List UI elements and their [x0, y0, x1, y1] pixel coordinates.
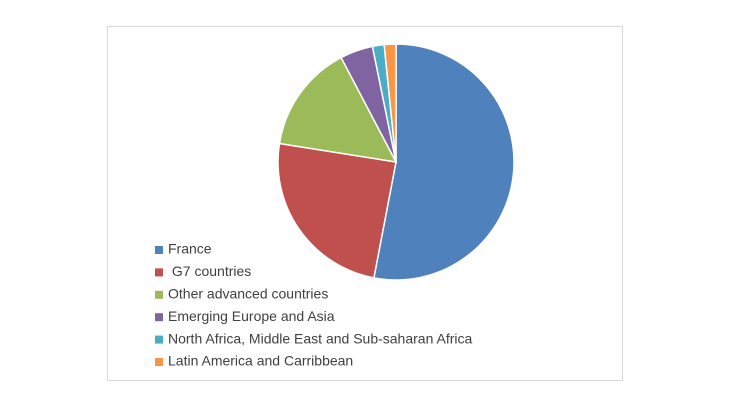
legend-swatch	[155, 358, 163, 366]
legend-label: Latin America and Carribbean	[168, 353, 353, 369]
legend-label: Other advanced countries	[168, 286, 328, 302]
pie-slice	[277, 142, 397, 279]
legend-swatch	[155, 335, 163, 344]
legend-swatch	[155, 246, 163, 254]
legend-swatch	[155, 290, 163, 299]
legend-swatch	[155, 313, 163, 322]
pie-slice	[383, 43, 397, 163]
legend-label: G7 countries	[168, 263, 251, 279]
pie-slice	[278, 56, 398, 163]
legend-label: North Africa, Middle East and Sub-sahara…	[168, 330, 472, 346]
legend-label: Emerging Europe and Asia	[168, 308, 335, 324]
legend-label: France	[168, 241, 212, 257]
pie-slice	[373, 43, 515, 281]
legend-swatch	[155, 268, 163, 277]
